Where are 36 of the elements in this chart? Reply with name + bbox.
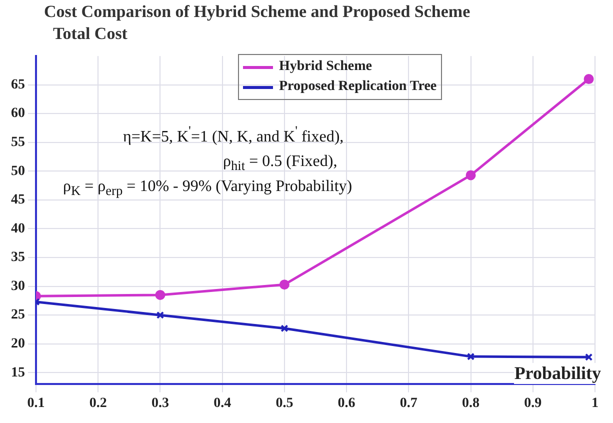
point [155,290,166,300]
annotation: ρ$_{K}$ = ρ$_{erp}$ = 10% - 99% (Varying Probability) [63,178,352,200]
legend-label: Hybrid Scheme [279,59,372,75]
x-tick-label: 0.6 [338,396,356,412]
x-axis-title: Probability [514,363,601,384]
y-tick-label: 20 [11,336,25,352]
x-tick-label: 0.2 [89,396,107,412]
x-tick-label: 0.3 [151,396,169,412]
annotation: ρ$_{hit}$ = 0.5 (Fixed), [223,153,338,174]
x-tick-label: 0.4 [214,396,232,412]
y-tick-label: 45 [11,192,25,208]
y-tick-label: 65 [11,77,25,92]
x-tick-label: 0.1 [27,396,45,412]
y-tick-label: 50 [11,164,25,179]
x-tick-label: 0.5 [276,396,294,412]
x-tick-label: 0.8 [462,396,480,412]
y-tick-label: 25 [11,308,25,323]
point [466,170,476,180]
y-tick-label: 35 [11,250,25,266]
y-tick-label: 55 [11,134,25,150]
x-tick-label: 1 [592,396,598,412]
annotation: η=K=5, K$^{'}$=1 (N, K, and K$^{'}$ fixed), [123,123,344,146]
x-tick-label: 0.7 [400,396,418,412]
x-tick-label: 0.9 [524,396,542,412]
y-tick-label: 30 [11,278,25,294]
point [280,324,288,332]
chart-title: Cost Comparison of Hybrid Scheme and Proposed Scheme [44,2,470,22]
point [279,280,290,290]
legend-label: Proposed Replication Tree [279,79,437,95]
y-tick-label: 60 [11,106,25,122]
y-tick-label: 15 [11,365,25,380]
point [466,352,475,360]
y-axis-title: Total Cost [53,24,128,44]
point [156,311,164,319]
y-tick-label: 40 [11,221,25,236]
point [584,74,594,84]
